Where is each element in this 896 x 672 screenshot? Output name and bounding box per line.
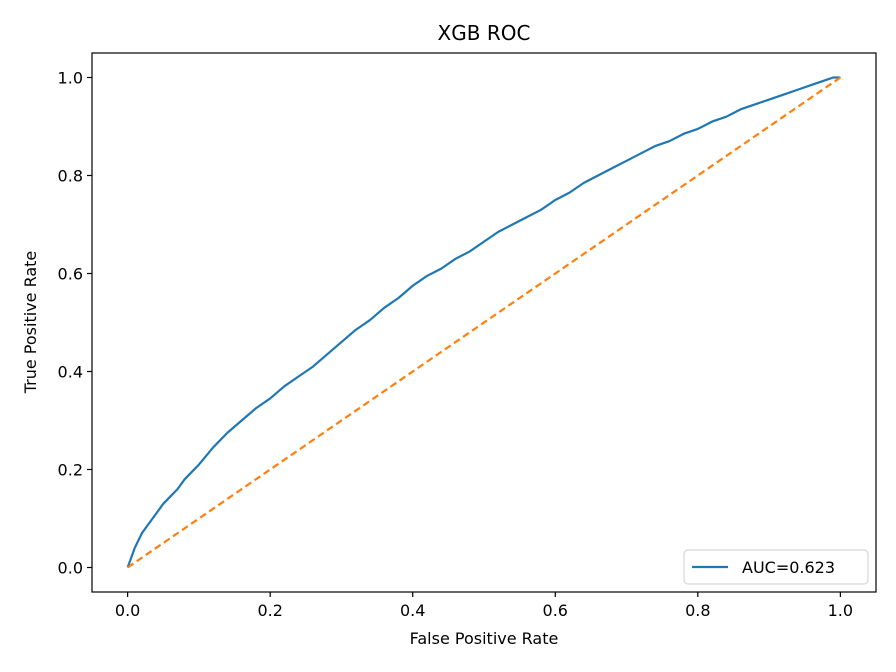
x-tick-label: 0.8: [685, 601, 710, 620]
y-tick-label: 0.4: [58, 363, 83, 382]
y-tick-label: 1.0: [58, 69, 83, 88]
y-tick-label: 0.0: [58, 559, 83, 578]
x-tick-label: 0.0: [115, 601, 140, 620]
legend: AUC=0.623: [683, 549, 869, 585]
x-tick-label: 1.0: [828, 601, 853, 620]
x-tick-label: 0.4: [400, 601, 425, 620]
y-tick-label: 0.6: [58, 265, 83, 284]
legend-label: AUC=0.623: [742, 558, 835, 577]
legend-box: [683, 549, 869, 585]
chart-title: XGB ROC: [438, 21, 531, 45]
x-tick-label: 0.6: [543, 601, 568, 620]
y-tick-label: 0.2: [58, 461, 83, 480]
chance-diagonal-line: [127, 76, 841, 569]
x-axis-label: False Positive Rate: [410, 629, 559, 648]
roc-curve-line: [126, 76, 841, 568]
plot-area: 0.0 0.2 0.4 0.6 0.8 1.0 0.0 0.2 0.4 0.6 0.8 1.0: [58, 52, 877, 620]
y-axis-label: True Positive Rate: [21, 251, 40, 395]
x-tick-label: 0.2: [257, 601, 282, 620]
plot-frame: [91, 52, 877, 593]
y-tick-label: 0.8: [58, 167, 83, 186]
